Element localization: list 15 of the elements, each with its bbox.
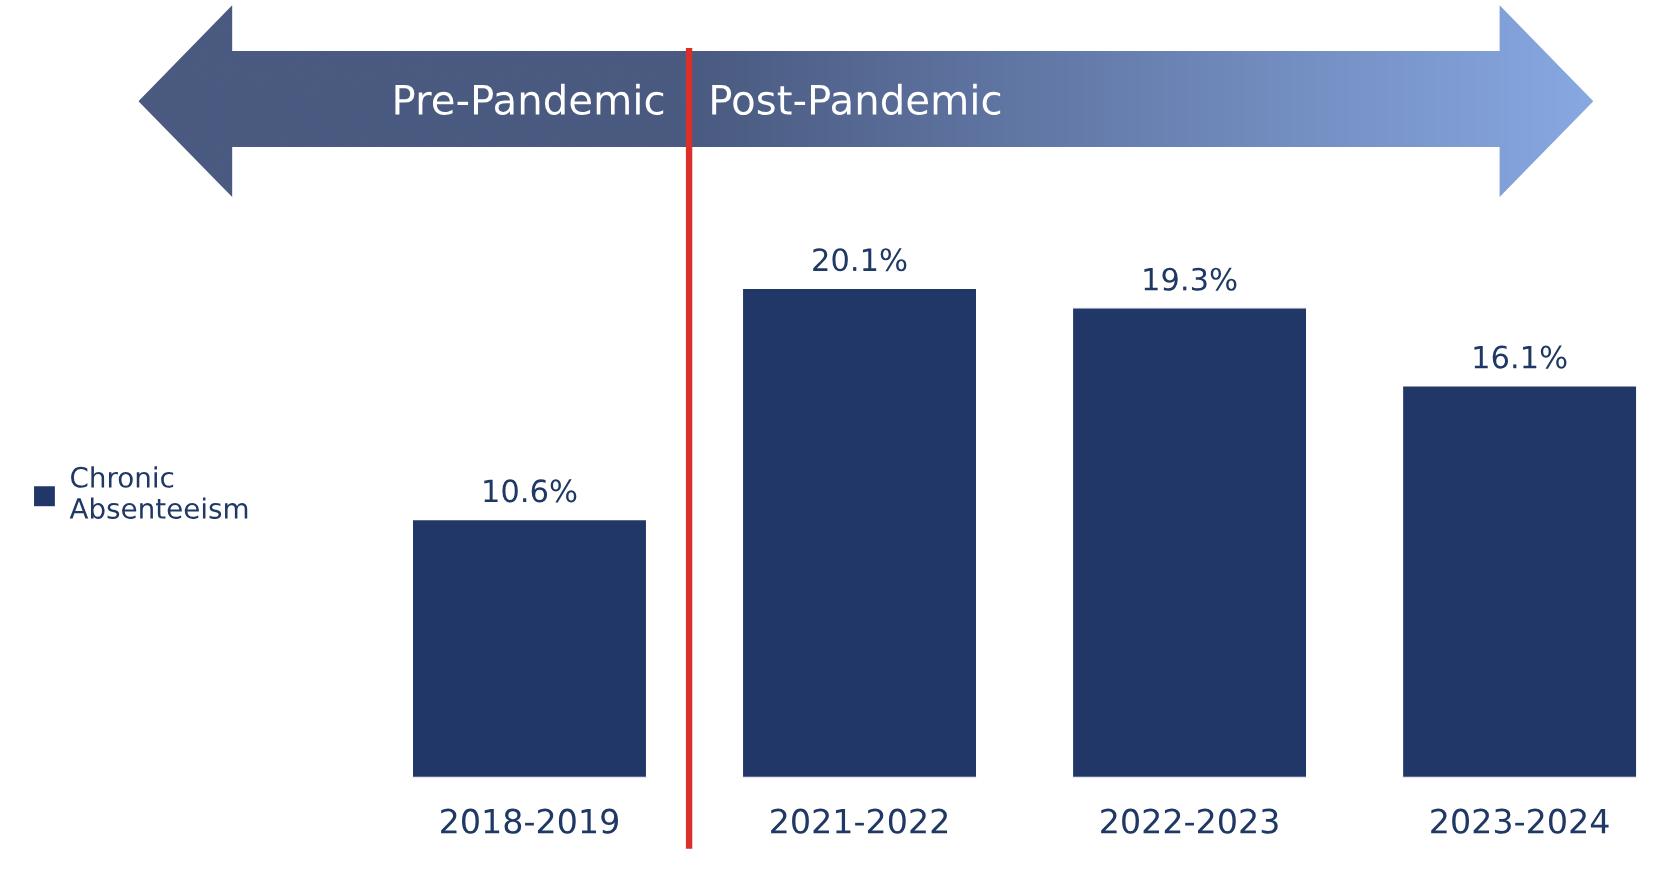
x-tick-label: 2022-2023 [1101,808,1278,834]
bar [741,287,978,778]
x-tick-label: 2021-2022 [771,808,948,834]
text: Post-Pandemic [712,83,1001,115]
data-label: 16.1% [1474,345,1567,369]
data-label: 10.6% [484,479,577,503]
bar [1071,307,1308,778]
bar [1401,384,1638,778]
bar [411,518,648,778]
data-label: 19.3% [1144,267,1237,291]
data-label: 20.1% [813,248,907,272]
x-tick-label: 2018-2019 [441,808,618,834]
legend-label: Chronic Absenteeism [69,466,248,519]
text: Pre-Pandemic [395,83,664,115]
x-tick-label: 2023-2024 [1431,808,1609,834]
